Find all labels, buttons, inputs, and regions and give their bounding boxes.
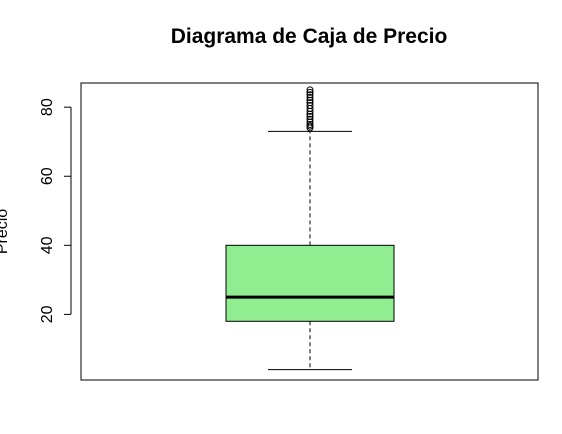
outlier-points <box>306 86 314 132</box>
y-axis-label: Precio <box>0 209 11 254</box>
y-tick-label: 20 <box>39 305 56 323</box>
outlier-point <box>306 101 314 109</box>
iqr-box <box>225 244 395 322</box>
outlier-point <box>306 112 314 120</box>
y-tick-label: 60 <box>39 167 56 185</box>
chart-title: Diagrama de Caja de Precio <box>171 25 448 48</box>
outlier-point <box>306 91 314 99</box>
outlier-point <box>306 99 314 107</box>
outlier-point <box>306 115 314 123</box>
outlier-point <box>306 86 314 94</box>
outlier-point <box>306 120 314 128</box>
y-axis: 20 40 60 80 <box>39 98 72 323</box>
outlier-point <box>306 88 314 96</box>
y-tick-label: 40 <box>39 236 56 254</box>
plot-frame <box>80 82 539 381</box>
outlier-point <box>306 94 314 102</box>
box-plot <box>225 130 395 371</box>
y-tick-label: 80 <box>39 98 56 116</box>
